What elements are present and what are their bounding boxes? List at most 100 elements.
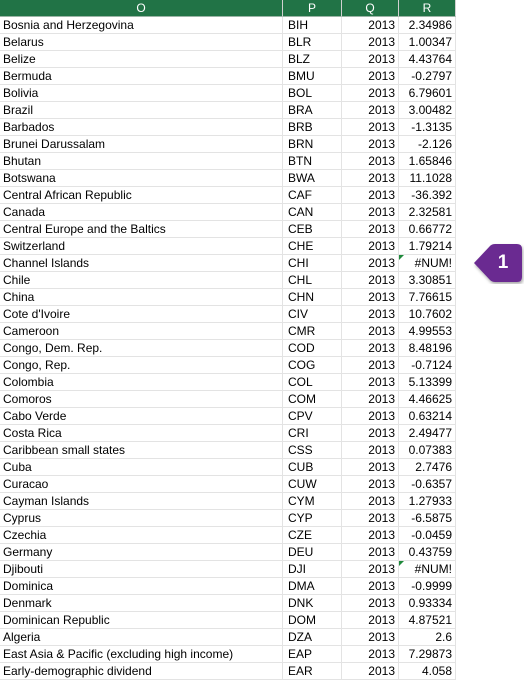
- cell-year[interactable]: 2013: [342, 221, 399, 238]
- cell-country-name[interactable]: Bolivia: [0, 85, 283, 102]
- cell-value[interactable]: 4.99553: [399, 323, 456, 340]
- cell-country-code[interactable]: DZA: [283, 629, 342, 646]
- cell-year[interactable]: 2013: [342, 85, 399, 102]
- cell-country-code[interactable]: BOL: [283, 85, 342, 102]
- cell-country-name[interactable]: Belarus: [0, 34, 283, 51]
- cell-value[interactable]: 0.63214: [399, 408, 456, 425]
- cell-year[interactable]: 2013: [342, 595, 399, 612]
- cell-country-code[interactable]: CAF: [283, 187, 342, 204]
- cell-country-code[interactable]: BWA: [283, 170, 342, 187]
- column-header-p[interactable]: P: [283, 0, 342, 17]
- cell-value[interactable]: 0.66772: [399, 221, 456, 238]
- cell-country-name[interactable]: Comoros: [0, 391, 283, 408]
- cell-country-code[interactable]: CHE: [283, 238, 342, 255]
- column-header-q[interactable]: Q: [342, 0, 399, 17]
- cell-country-name[interactable]: Curacao: [0, 476, 283, 493]
- cell-year[interactable]: 2013: [342, 459, 399, 476]
- cell-value[interactable]: 0.43759: [399, 544, 456, 561]
- column-header-o[interactable]: O: [0, 0, 283, 17]
- cell-country-code[interactable]: CHL: [283, 272, 342, 289]
- cell-country-code[interactable]: COG: [283, 357, 342, 374]
- cell-country-name[interactable]: China: [0, 289, 283, 306]
- cell-year[interactable]: 2013: [342, 272, 399, 289]
- cell-country-code[interactable]: BMU: [283, 68, 342, 85]
- cell-country-name[interactable]: Dominican Republic: [0, 612, 283, 629]
- cell-country-name[interactable]: Caribbean small states: [0, 442, 283, 459]
- cell-year[interactable]: 2013: [342, 612, 399, 629]
- cell-value[interactable]: 2.49477: [399, 425, 456, 442]
- cell-year[interactable]: 2013: [342, 34, 399, 51]
- cell-country-name[interactable]: Brazil: [0, 102, 283, 119]
- cell-country-name[interactable]: Switzerland: [0, 238, 283, 255]
- cell-country-name[interactable]: Germany: [0, 544, 283, 561]
- cell-country-code[interactable]: CIV: [283, 306, 342, 323]
- cell-value[interactable]: -0.2797: [399, 68, 456, 85]
- cell-value[interactable]: -0.0459: [399, 527, 456, 544]
- cell-year[interactable]: 2013: [342, 357, 399, 374]
- cell-country-code[interactable]: BLZ: [283, 51, 342, 68]
- cell-country-name[interactable]: Chile: [0, 272, 283, 289]
- cell-country-code[interactable]: CYP: [283, 510, 342, 527]
- cell-value[interactable]: 4.46625: [399, 391, 456, 408]
- cell-value[interactable]: #NUM!: [399, 255, 456, 272]
- cell-country-code[interactable]: CRI: [283, 425, 342, 442]
- cell-country-code[interactable]: DNK: [283, 595, 342, 612]
- cell-value[interactable]: 1.27933: [399, 493, 456, 510]
- cell-country-name[interactable]: Congo, Rep.: [0, 357, 283, 374]
- cell-value[interactable]: 7.76615: [399, 289, 456, 306]
- cell-country-name[interactable]: Bhutan: [0, 153, 283, 170]
- column-header-r[interactable]: R: [399, 0, 456, 17]
- cell-country-code[interactable]: CAN: [283, 204, 342, 221]
- cell-year[interactable]: 2013: [342, 255, 399, 272]
- cell-year[interactable]: 2013: [342, 663, 399, 680]
- cell-country-code[interactable]: CHN: [283, 289, 342, 306]
- cell-year[interactable]: 2013: [342, 51, 399, 68]
- cell-country-name[interactable]: Channel Islands: [0, 255, 283, 272]
- cell-country-name[interactable]: Colombia: [0, 374, 283, 391]
- cell-year[interactable]: 2013: [342, 544, 399, 561]
- cell-year[interactable]: 2013: [342, 170, 399, 187]
- cell-value[interactable]: 4.058: [399, 663, 456, 680]
- cell-country-name[interactable]: Cayman Islands: [0, 493, 283, 510]
- cell-country-code[interactable]: CMR: [283, 323, 342, 340]
- cell-country-name[interactable]: East Asia & Pacific (excluding high inco…: [0, 646, 283, 663]
- cell-year[interactable]: 2013: [342, 323, 399, 340]
- cell-year[interactable]: 2013: [342, 629, 399, 646]
- cell-year[interactable]: 2013: [342, 578, 399, 595]
- cell-country-name[interactable]: Central African Republic: [0, 187, 283, 204]
- cell-country-code[interactable]: CSS: [283, 442, 342, 459]
- cell-country-name[interactable]: Denmark: [0, 595, 283, 612]
- cell-year[interactable]: 2013: [342, 510, 399, 527]
- cell-country-code[interactable]: COL: [283, 374, 342, 391]
- cell-value[interactable]: 4.43764: [399, 51, 456, 68]
- cell-year[interactable]: 2013: [342, 102, 399, 119]
- cell-value[interactable]: -36.392: [399, 187, 456, 204]
- cell-value[interactable]: 2.34986: [399, 17, 456, 34]
- cell-country-code[interactable]: BIH: [283, 17, 342, 34]
- cell-value[interactable]: 2.6: [399, 629, 456, 646]
- cell-country-code[interactable]: CZE: [283, 527, 342, 544]
- cell-value[interactable]: -0.9999: [399, 578, 456, 595]
- cell-year[interactable]: 2013: [342, 442, 399, 459]
- cell-year[interactable]: 2013: [342, 374, 399, 391]
- cell-value[interactable]: 1.79214: [399, 238, 456, 255]
- cell-value[interactable]: 11.1028: [399, 170, 456, 187]
- cell-year[interactable]: 2013: [342, 204, 399, 221]
- cell-country-name[interactable]: Brunei Darussalam: [0, 136, 283, 153]
- cell-country-name[interactable]: Czechia: [0, 527, 283, 544]
- cell-country-name[interactable]: Central Europe and the Baltics: [0, 221, 283, 238]
- cell-country-code[interactable]: CUW: [283, 476, 342, 493]
- cell-country-code[interactable]: CYM: [283, 493, 342, 510]
- cell-year[interactable]: 2013: [342, 306, 399, 323]
- cell-value[interactable]: #NUM!: [399, 561, 456, 578]
- cell-year[interactable]: 2013: [342, 561, 399, 578]
- cell-value[interactable]: 5.13399: [399, 374, 456, 391]
- cell-country-name[interactable]: Algeria: [0, 629, 283, 646]
- cell-country-name[interactable]: Cuba: [0, 459, 283, 476]
- cell-value[interactable]: -0.7124: [399, 357, 456, 374]
- cell-value[interactable]: 4.87521: [399, 612, 456, 629]
- cell-value[interactable]: 2.7476: [399, 459, 456, 476]
- cell-country-code[interactable]: CUB: [283, 459, 342, 476]
- cell-country-code[interactable]: CEB: [283, 221, 342, 238]
- cell-country-code[interactable]: DJI: [283, 561, 342, 578]
